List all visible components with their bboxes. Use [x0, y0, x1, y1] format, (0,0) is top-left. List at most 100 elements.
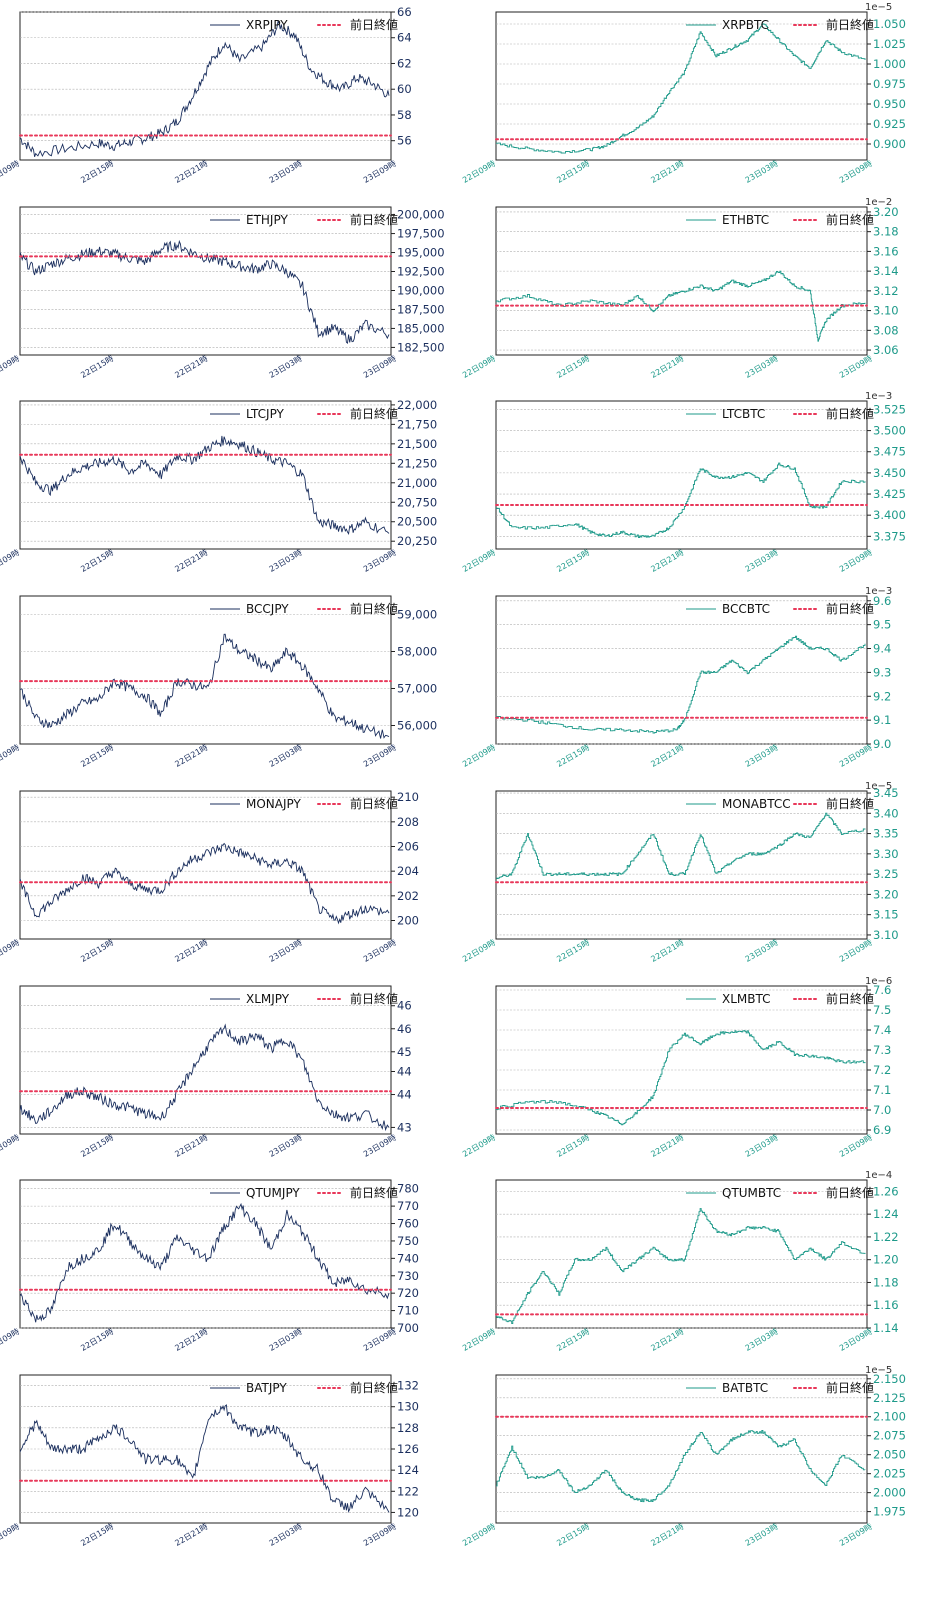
y-tick-label: 0.950 — [873, 97, 906, 111]
y-tick-label: 60 — [397, 82, 412, 96]
y-tick-label: 20,500 — [397, 515, 437, 529]
y-tick-label: 2.050 — [873, 1448, 906, 1462]
y-tick-label: 124 — [397, 1463, 419, 1477]
plot-area — [19, 985, 392, 1134]
x-tick-label: 22日09時 — [461, 743, 497, 769]
legend: BATBTC 前日終値 — [686, 1380, 874, 1395]
y-tick-label: 192,500 — [397, 264, 445, 278]
chart-svg: 56,000 57,000 58,000 59,000 22日09時 22日15時 22日2… — [0, 595, 437, 769]
y-tick-label: 3.400 — [873, 509, 906, 523]
x-tick-label: 22日15時 — [79, 743, 115, 769]
legend: MONAJPY 前日終値 — [210, 796, 398, 811]
x-tick-label: 22日15時 — [555, 354, 591, 380]
y-tick-label: 7.3 — [873, 1043, 891, 1057]
chart-svg: 1.975 2.000 2.025 2.050 2.075 2.100 2.125 2.150… — [461, 1365, 906, 1548]
x-tick-label: 22日09時 — [461, 354, 497, 380]
plot-area — [495, 206, 868, 356]
x-tick-label: 23日09時 — [362, 1327, 398, 1353]
y-tick-label: 7.2 — [873, 1063, 891, 1077]
x-tick-label: 22日09時 — [0, 548, 21, 574]
legend: BCCBTC 前日終値 — [686, 601, 874, 616]
series-line — [20, 1203, 390, 1323]
y-tick-label: 9.1 — [873, 713, 891, 727]
legend-ref-label: 前日終値 — [826, 796, 874, 811]
series-line — [496, 270, 866, 342]
series-line — [496, 812, 866, 879]
x-tick-label: 23日09時 — [838, 743, 874, 769]
y-tick-label: 44 — [397, 1087, 412, 1101]
x-tick-label: 22日09時 — [0, 1522, 21, 1548]
y-tick-label: 21,500 — [397, 437, 437, 451]
offset-label: 1e−3 — [865, 391, 892, 402]
y-tick-label: 7.5 — [873, 1003, 891, 1017]
y-tick-label: 3.425 — [873, 487, 906, 501]
y-tick-label: 0.900 — [873, 137, 906, 151]
series-line — [20, 20, 390, 158]
x-tick-label: 22日21時 — [173, 1327, 209, 1353]
y-tick-label: 132 — [397, 1378, 419, 1392]
legend-series-name: LTCJPY — [246, 407, 285, 421]
x-tick-label: 23日03時 — [744, 159, 780, 185]
y-tick-label: 9.5 — [873, 618, 891, 632]
x-tick-label: 23日03時 — [744, 548, 780, 574]
x-tick-label: 23日09時 — [362, 159, 398, 185]
x-tick-label: 22日21時 — [649, 1132, 685, 1158]
y-tick-label: 0.925 — [873, 117, 906, 131]
x-tick-label: 22日09時 — [461, 548, 497, 574]
y-tick-label: 57,000 — [397, 682, 437, 696]
x-tick-label: 23日09時 — [838, 1327, 874, 1353]
x-tick-label: 22日15時 — [79, 938, 115, 964]
y-tick-label: 1.975 — [873, 1505, 906, 1519]
series-line — [496, 1429, 866, 1503]
y-tick-label: 1.18 — [873, 1276, 899, 1290]
offset-label: 1e−4 — [865, 1170, 892, 1181]
legend: XLMBTC 前日終値 — [686, 991, 874, 1006]
y-tick-label: 1.025 — [873, 37, 906, 51]
series-line — [496, 1208, 866, 1325]
y-tick-label: 1.24 — [873, 1207, 899, 1221]
y-tick-label: 206 — [397, 839, 419, 853]
legend: QTUMBTC 前日終値 — [686, 1185, 874, 1200]
x-tick-label: 23日09時 — [362, 1522, 398, 1548]
plot-area — [495, 1179, 868, 1329]
x-tick-label: 23日03時 — [268, 354, 304, 380]
y-tick-label: 195,000 — [397, 245, 445, 259]
x-tick-label: 22日15時 — [555, 1327, 591, 1353]
y-tick-label: 3.500 — [873, 424, 906, 438]
series-line — [20, 1404, 390, 1513]
y-tick-label: 3.12 — [873, 284, 899, 298]
x-tick-label: 22日15時 — [555, 938, 591, 964]
legend-ref-label: 前日終値 — [350, 991, 398, 1006]
y-tick-label: 20,250 — [397, 535, 437, 549]
y-tick-label: 21,000 — [397, 476, 437, 490]
y-tick-label: 3.25 — [873, 867, 899, 881]
y-tick-label: 7.6 — [873, 983, 891, 997]
x-tick-label: 23日03時 — [268, 938, 304, 964]
plot-area — [19, 206, 392, 356]
y-tick-label: 200,000 — [397, 207, 445, 221]
plot-area — [19, 595, 392, 745]
x-tick-label: 22日15時 — [555, 159, 591, 185]
y-tick-label: 3.14 — [873, 264, 899, 278]
y-tick-label: 780 — [397, 1182, 419, 1196]
offset-label: 1e−3 — [865, 586, 892, 597]
y-tick-label: 740 — [397, 1252, 419, 1266]
chart-svg: 9.0 9.1 9.2 9.3 9.4 9.5 9.61e−3 22日09時 22日15時 22日… — [461, 586, 892, 769]
legend: XLMJPY 前日終値 — [210, 991, 398, 1006]
legend-series-name: XLMBTC — [722, 992, 771, 1006]
y-tick-label: 1.20 — [873, 1253, 899, 1267]
legend-ref-label: 前日終値 — [826, 601, 874, 616]
x-tick-label: 22日15時 — [79, 1132, 115, 1158]
x-tick-label: 22日09時 — [0, 354, 21, 380]
series-line — [496, 23, 866, 154]
x-tick-label: 23日09時 — [838, 159, 874, 185]
chart-svg: 43 44 44 45 46 46 22日09時 22日15時 22日21時 23日03時 23日0… — [0, 985, 412, 1158]
plot-area — [495, 400, 868, 550]
chart-svg: 1.14 1.16 1.18 1.20 1.22 1.24 1.26 1e−4 22日09時 22… — [461, 1170, 899, 1353]
x-tick-label: 22日21時 — [649, 354, 685, 380]
y-tick-label: 2.125 — [873, 1391, 906, 1405]
y-tick-label: 56,000 — [397, 719, 437, 733]
offset-label: 1e−5 — [865, 2, 892, 13]
legend: XRPBTC 前日終値 — [686, 17, 874, 32]
